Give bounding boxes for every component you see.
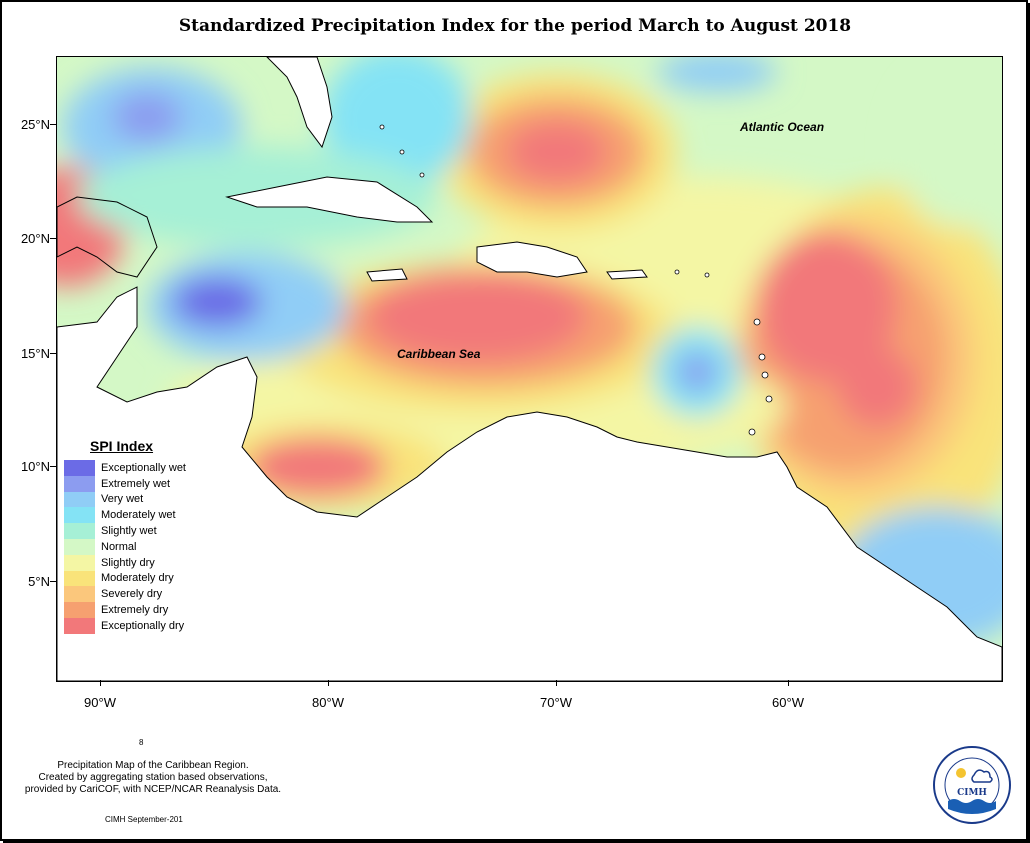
lat-label-25n: 25°N <box>20 117 50 132</box>
legend-label: Extremely dry <box>101 604 169 617</box>
spi-legend: SPI Index Exceptionally wet Extremely wet… <box>64 438 214 634</box>
map-description: Precipitation Map of the Caribbean Regio… <box>8 760 298 796</box>
legend-row: Severely dry <box>64 586 214 603</box>
legend-label: Exceptionally wet <box>101 461 186 474</box>
lat-label-10n: 10°N <box>20 459 50 474</box>
legend-swatch <box>64 602 95 618</box>
credit-text: CIMH September-201 <box>105 815 183 824</box>
lat-label-20n: 20°N <box>20 231 50 246</box>
lat-tick <box>50 124 56 125</box>
legend-label: Exceptionally dry <box>101 619 185 632</box>
legend-row: Moderately wet <box>64 507 214 524</box>
caribbean-sea-label: Caribbean Sea <box>397 347 481 361</box>
legend-row: Slightly wet <box>64 523 214 539</box>
legend-row: Exceptionally dry <box>64 617 214 634</box>
lon-tick <box>556 680 557 686</box>
legend-swatch <box>64 586 95 603</box>
lon-tick <box>788 680 789 686</box>
legend-swatch <box>64 617 95 634</box>
legend-rows: Exceptionally wet Extremely wet Very wet Mo… <box>64 460 214 634</box>
legend-label: Moderately wet <box>101 509 176 522</box>
legend-title: SPI Index <box>90 438 154 454</box>
note-line: Created by aggregating station based obs… <box>38 772 268 783</box>
legend-swatch <box>64 523 95 539</box>
lon-label-80w: 80°W <box>312 695 344 710</box>
legend-row: Extremely dry <box>64 602 214 618</box>
spi-field <box>57 57 1002 672</box>
spi-map-canvas <box>57 57 1002 681</box>
legend-row: Very wet <box>64 491 214 508</box>
legend-row: Slightly dry <box>64 554 214 571</box>
legend-label: Very wet <box>101 493 144 506</box>
legend-row: Moderately dry <box>64 570 214 587</box>
legend-label: Slightly wet <box>101 525 157 538</box>
lon-label-90w: 90°W <box>84 695 116 710</box>
lat-label-15n: 15°N <box>20 346 50 361</box>
note-line: Precipitation Map of the Caribbean Regio… <box>57 760 249 771</box>
lat-tick <box>50 466 56 467</box>
legend-swatch <box>64 538 95 555</box>
spi-map: Atlantic Ocean Caribbean Sea <box>56 56 1003 682</box>
lon-tick <box>328 680 329 686</box>
atlantic-ocean-label: Atlantic Ocean <box>740 120 825 134</box>
legend-swatch <box>64 460 95 476</box>
legend-swatch <box>64 491 95 508</box>
lon-label-60w: 60°W <box>772 695 804 710</box>
cimh-logo: CIMH <box>933 746 1011 824</box>
lat-tick <box>50 581 56 582</box>
cloud-icon <box>971 769 993 783</box>
legend-label: Severely dry <box>101 588 163 601</box>
lat-tick <box>50 353 56 354</box>
land-masses <box>57 57 1002 681</box>
legend-label: Slightly dry <box>101 556 155 569</box>
small-islands <box>379 124 773 436</box>
logo-text: CIMH <box>957 788 987 798</box>
legend-swatch <box>64 507 95 524</box>
lat-label-5n: 5°N <box>28 574 50 589</box>
legend-label: Extremely wet <box>101 477 171 490</box>
legend-row: Exceptionally wet <box>64 460 214 476</box>
lat-tick <box>50 238 56 239</box>
sun-icon <box>956 768 966 778</box>
legend-label: Moderately dry <box>101 572 174 585</box>
waves-icon <box>948 799 996 814</box>
legend-row: Normal <box>64 538 214 555</box>
legend-swatch <box>64 570 95 587</box>
legend-swatch <box>64 554 95 571</box>
legend-row: Extremely wet <box>64 475 214 492</box>
lon-label-70w: 70°W <box>540 695 572 710</box>
legend-swatch <box>64 475 95 492</box>
lon-tick <box>100 680 101 686</box>
map-title: Standardized Precipitation Index for the… <box>178 16 852 36</box>
page-marker: 8 <box>139 738 144 747</box>
note-line: provided by CariCOF, with NCEP/NCAR Rean… <box>24 784 282 795</box>
legend-label: Normal <box>101 540 137 553</box>
